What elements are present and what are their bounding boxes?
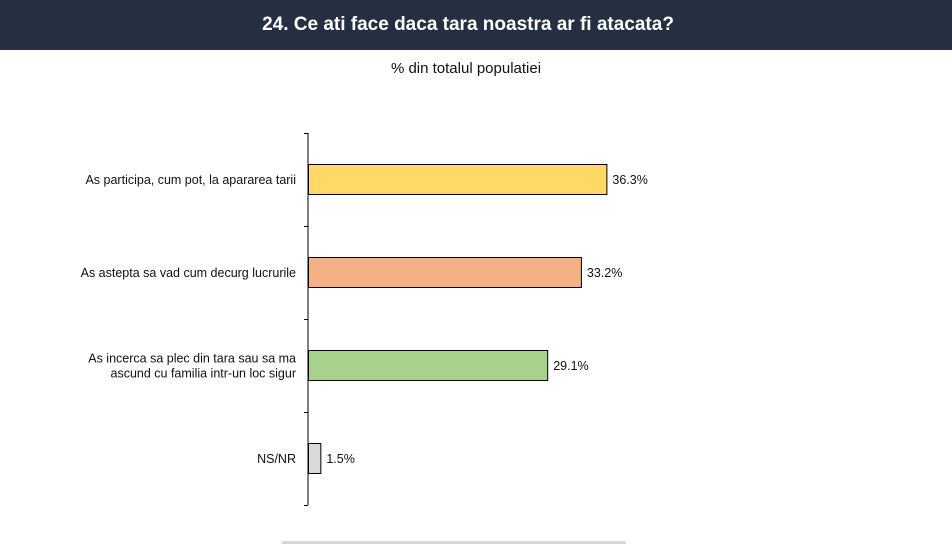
value-label: 33.2%	[587, 266, 622, 280]
value-label: 29.1%	[553, 359, 588, 373]
bottom-scroll-strip	[282, 541, 626, 544]
category-label: As incerca sa plec din tara sau sa ma asc…	[88, 352, 296, 381]
value-label: 1.5%	[326, 452, 355, 466]
title-bar: 24. Ce ati face daca tara noastra ar fi …	[0, 0, 952, 50]
page-title: 24. Ce ati face daca tara noastra ar fi …	[262, 14, 674, 35]
category-label: As astepta sa vad cum decurg lucrurile	[81, 266, 296, 280]
value-label: 36.3%	[612, 173, 647, 187]
bar	[308, 257, 582, 288]
category-label: As participa, cum pot, la apararea tarii	[85, 173, 296, 187]
category-label: NS/NR	[257, 452, 296, 466]
bar	[308, 443, 322, 474]
bar	[308, 350, 549, 381]
chart-subtitle: % din totalul populatiei	[390, 60, 542, 77]
bar	[308, 164, 608, 195]
